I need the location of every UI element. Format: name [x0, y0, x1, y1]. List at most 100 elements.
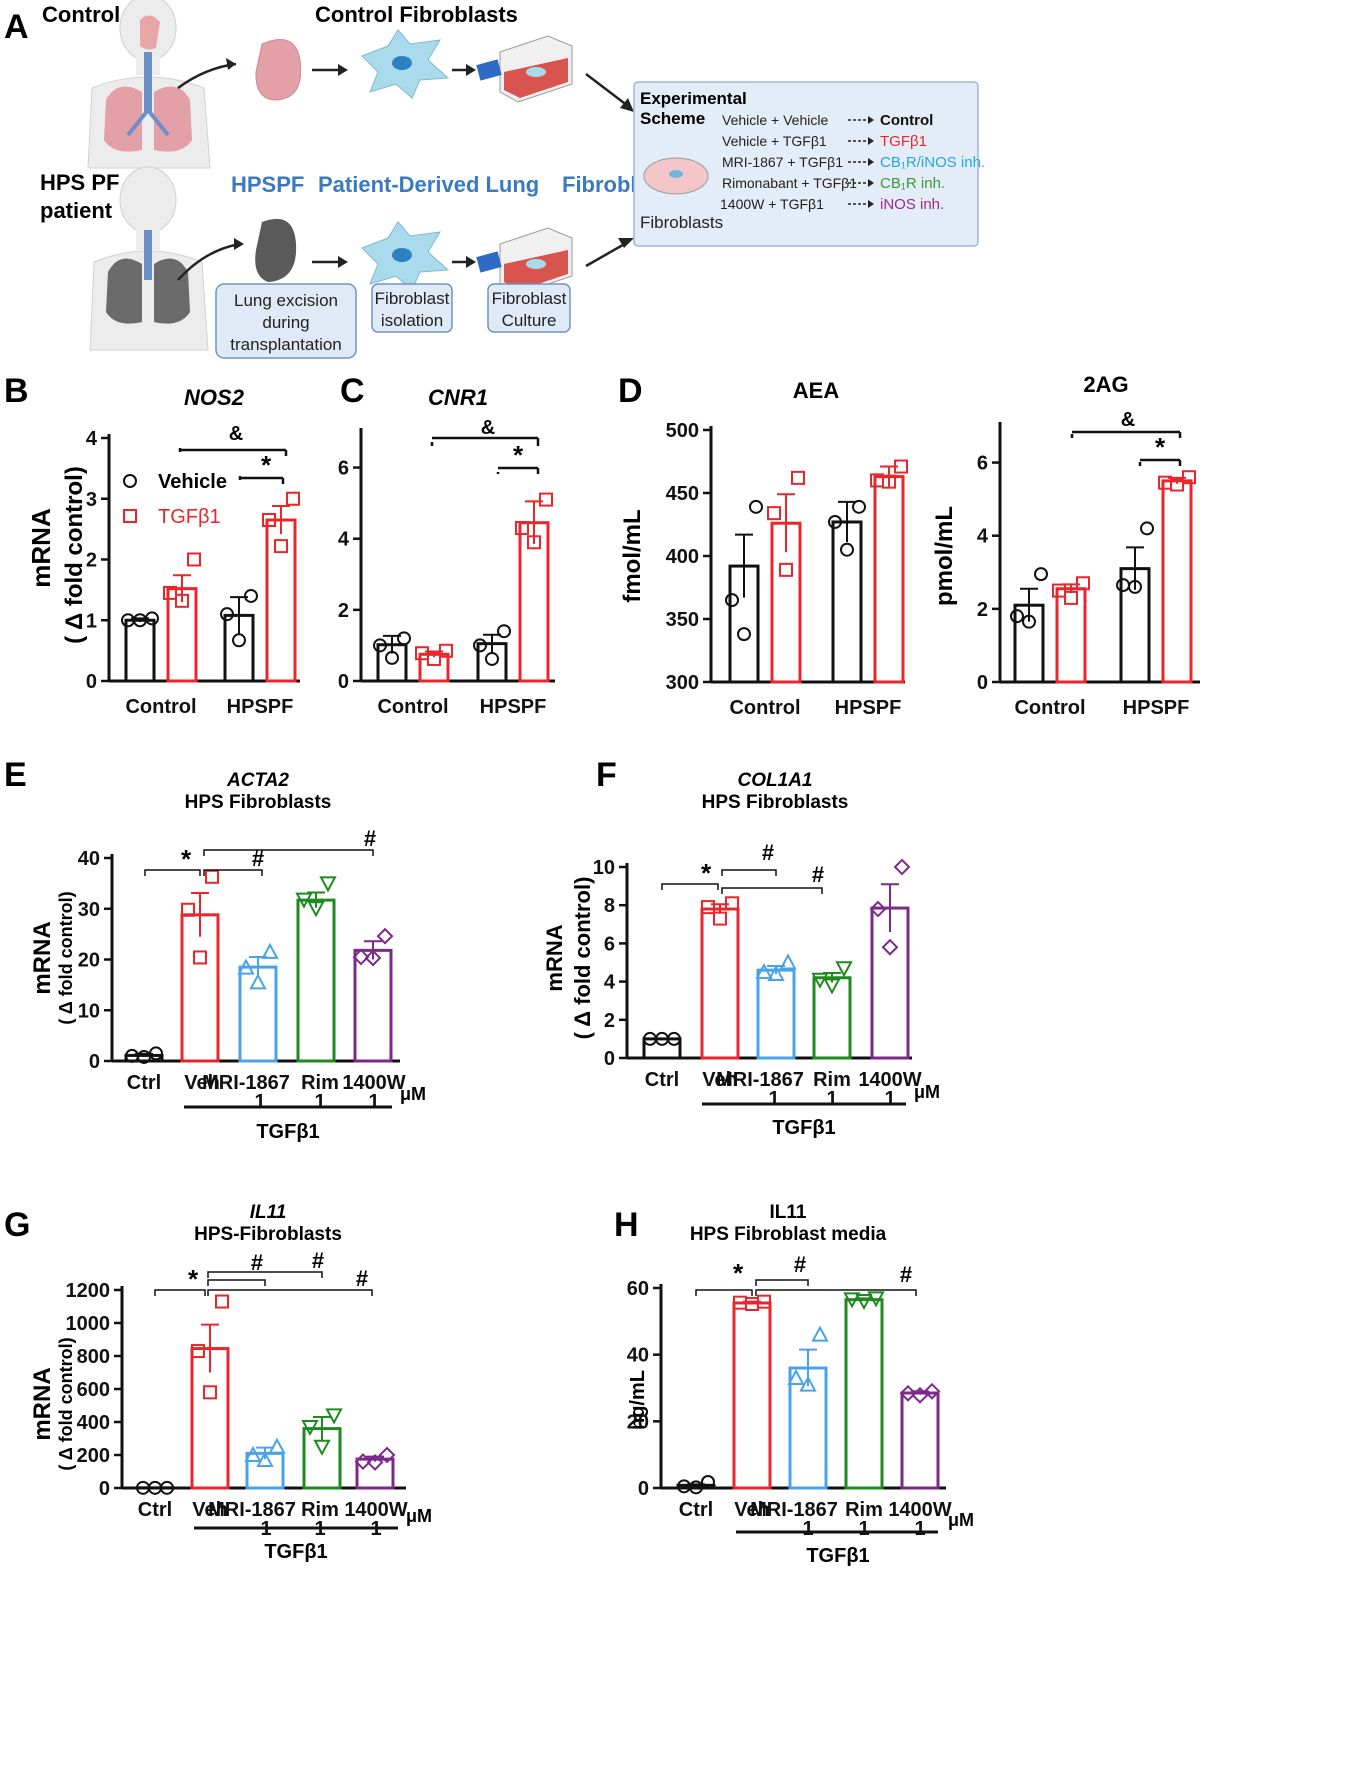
y-tick-label: 4 — [977, 526, 989, 548]
x-tick-label: Veh — [702, 1069, 738, 1091]
scheme-row-treatment: Vehicle + TGFβ1 — [722, 133, 827, 149]
panel-d-aea-title: AEA — [793, 378, 840, 403]
panel-letter-h: H — [614, 1206, 639, 1244]
data-point-marker — [787, 1368, 805, 1385]
bar — [900, 1391, 940, 1490]
step-isolation-line1: Fibroblast — [375, 289, 450, 308]
data-point-marker — [725, 896, 739, 911]
data-point-marker — [215, 1294, 229, 1309]
x-tick-label: 1400W — [858, 1069, 921, 1091]
bar — [873, 475, 905, 684]
x-tick-label: Control — [377, 696, 448, 718]
bar — [180, 913, 220, 1063]
data-point-marker — [378, 1446, 396, 1464]
chart-d-2ag: 0 2 4 6 Control HPSPF — [977, 422, 1200, 719]
data-point-marker — [1052, 583, 1066, 598]
x-tick-label: Rim — [301, 1072, 339, 1094]
panel-a: A Control Control Fibroblasts — [4, 0, 985, 359]
y-tick-label: 450 — [666, 483, 699, 505]
y-tick-label: 10 — [78, 1000, 100, 1022]
data-point-marker — [1010, 609, 1024, 624]
data-point-marker — [923, 1382, 941, 1400]
data-point-marker — [237, 958, 255, 975]
data-point-marker — [701, 900, 715, 915]
data-point-marker — [893, 858, 911, 876]
data-point-marker — [733, 1295, 747, 1310]
scheme-title-line2: Scheme — [640, 109, 705, 128]
data-point-marker — [149, 1046, 163, 1061]
bar — [732, 1301, 772, 1490]
panel-f-ylabel-line1: mRNA — [542, 924, 567, 991]
y-tick-label: 4 — [338, 529, 350, 551]
panel-g-title-line2: HPS-Fibroblasts — [194, 1224, 342, 1245]
bar — [831, 520, 863, 684]
y-tick-label: 2 — [86, 550, 97, 572]
data-point-marker — [145, 611, 159, 626]
scheme-title-line1: Experimental — [640, 89, 747, 108]
data-point-marker — [191, 1344, 205, 1359]
panel-b-ylabel-line1: mRNA — [26, 508, 56, 588]
data-point-marker — [244, 588, 258, 603]
panel-letter-c: C — [340, 372, 365, 410]
panel-c-significance: & * — [430, 417, 540, 474]
panel-h-ylabel: ng/mL — [627, 1370, 649, 1430]
y-tick-label: 0 — [89, 1051, 100, 1073]
y-tick-label: 1000 — [66, 1313, 111, 1335]
data-point-marker — [1116, 578, 1130, 593]
data-point-marker — [749, 499, 763, 514]
data-point-marker — [220, 607, 234, 622]
y-tick-label: 60 — [627, 1278, 649, 1300]
panel-h-significance: * # # — [695, 1252, 917, 1296]
data-point-marker — [823, 978, 841, 995]
y-tick-label: 4 — [86, 428, 98, 450]
panel-f-title-line1: COL1A1 — [738, 770, 813, 791]
y-tick-label: 800 — [77, 1346, 110, 1368]
data-point-marker — [881, 938, 899, 956]
x-tick-label: Ctrl — [679, 1499, 713, 1521]
data-point-marker — [485, 651, 499, 666]
x-tick-label: 1 — [858, 1518, 869, 1540]
data-point-marker — [163, 585, 177, 600]
x-tick-label: MRI-1867 — [208, 1499, 296, 1521]
x-tick-label: 1400W — [888, 1499, 951, 1521]
data-point-marker — [319, 876, 337, 893]
x-tick-label: 1400W — [344, 1499, 407, 1521]
sig-star-g: * — [188, 1264, 199, 1294]
panel-g-significance: * # # # — [154, 1248, 373, 1296]
scheme-row-group: iNOS inh. — [880, 196, 944, 213]
data-point-marker — [755, 962, 773, 980]
data-point-marker — [125, 1048, 139, 1063]
data-point-marker — [1140, 521, 1154, 536]
y-tick-label: 6 — [977, 453, 988, 475]
data-point-marker — [828, 514, 842, 529]
data-point-marker — [515, 521, 529, 536]
legend-tgf-marker — [123, 509, 137, 523]
y-tick-label: 300 — [666, 672, 699, 694]
x-tick-label: 1 — [826, 1088, 837, 1110]
panel-letter-b: B — [4, 372, 29, 410]
data-point-marker — [256, 1450, 274, 1467]
panel-g-unit: μM — [406, 1506, 432, 1526]
bar — [518, 521, 550, 683]
data-point-marker — [1076, 576, 1090, 591]
y-tick-label: 600 — [77, 1379, 110, 1401]
y-tick-label: 3 — [86, 489, 97, 511]
x-tick-label: Control — [1014, 697, 1085, 719]
data-point-marker — [779, 562, 793, 577]
y-tick-label: 40 — [627, 1345, 649, 1367]
data-point-marker — [136, 1480, 150, 1495]
data-point-marker — [354, 1453, 372, 1471]
y-tick-label: 350 — [666, 609, 699, 631]
data-point-marker — [193, 950, 207, 965]
y-tick-label: 0 — [338, 671, 349, 693]
data-point-marker — [232, 633, 246, 648]
sig-hash-f-1: # — [762, 840, 774, 865]
data-point-marker — [667, 1031, 681, 1046]
panel-f-ylabel-line2: ( Δ fold control) — [570, 877, 595, 1040]
chart-c-cnr1: 0 2 4 6 Control HPSPF — [338, 428, 555, 718]
data-point-marker — [811, 972, 829, 989]
panel-g-treatment: TGFβ1 μM — [194, 1506, 432, 1563]
data-point-marker — [286, 491, 300, 506]
